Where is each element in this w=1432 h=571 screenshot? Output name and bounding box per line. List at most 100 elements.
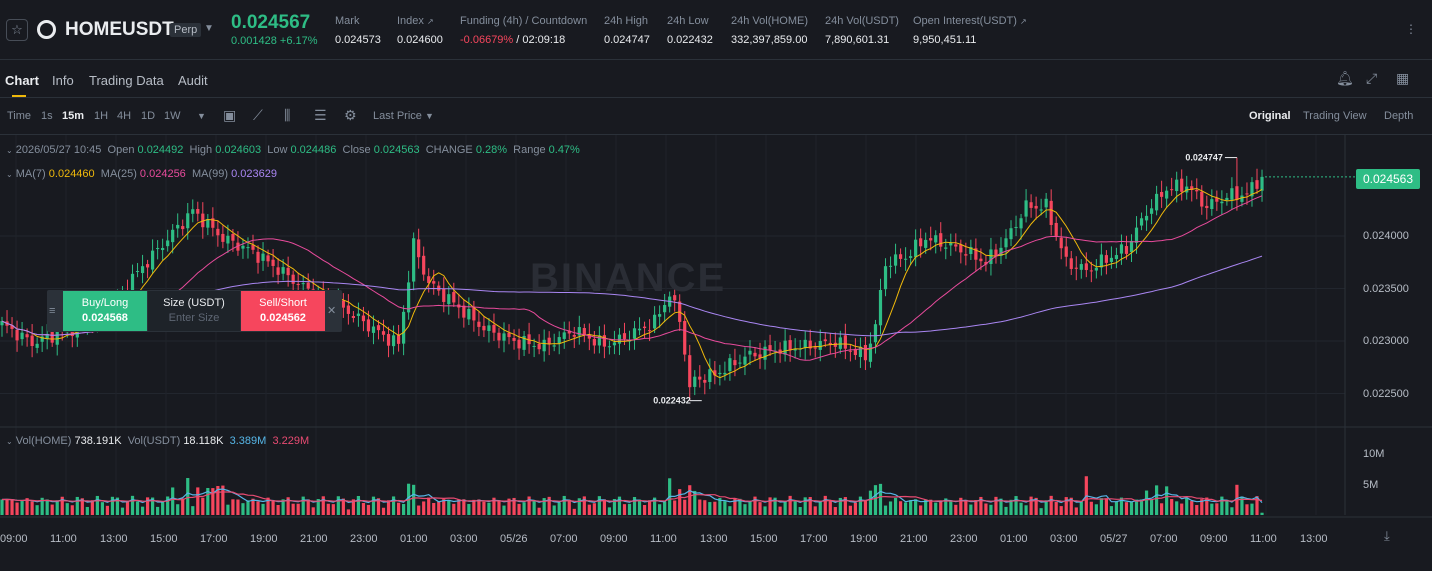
collapse-icon[interactable]: ⌄ [6, 146, 13, 155]
view-trading-view[interactable]: Trading View [1303, 110, 1367, 122]
volume-bar [1175, 501, 1179, 515]
stat-index-label[interactable]: Index ↗ [397, 15, 434, 27]
candle [467, 308, 471, 320]
stat-funding-value: -0.06679% / 02:09:18 [460, 34, 566, 46]
volume-bar [371, 496, 376, 515]
collapse-icon[interactable]: ⌄ [6, 170, 13, 179]
volume-bar [632, 497, 637, 515]
volume-bar [838, 497, 842, 515]
tab-info[interactable]: Info [52, 73, 74, 88]
sell-short-button[interactable]: Sell/Short 0.024562 [241, 291, 325, 331]
candle [999, 247, 1003, 256]
interval-1w[interactable]: 1W [164, 110, 181, 122]
volume-bar [883, 505, 888, 515]
price-chart[interactable]: 0.024747 0.022432 [0, 135, 1432, 550]
stat-24h-vol-usdt-label: 24h Vol(USDT) [825, 15, 899, 27]
stat-open-interest-label[interactable]: Open Interest(USDT) ↗ [913, 15, 1027, 27]
candle [542, 339, 546, 352]
volume-bar [984, 503, 988, 515]
price-tick: 0.023500 [1363, 283, 1409, 295]
ohlc-info-line: ⌄ 2026/05/27 10:45 Open 0.024492 High 0.… [6, 144, 580, 156]
interval-1d[interactable]: 1D [141, 110, 156, 122]
calendar-icon[interactable]: ▣ [223, 107, 237, 123]
volume-bar [1240, 496, 1244, 515]
close-icon[interactable]: ✕ [327, 305, 337, 317]
volume-bar [110, 496, 115, 515]
fullscreen-icon[interactable]: ⤢ [1366, 70, 1378, 86]
ma7-label: MA(7) [15, 168, 46, 180]
alert-bell-icon[interactable]: 🔔︎ [1336, 70, 1354, 86]
interval-4h[interactable]: 4H [117, 110, 132, 122]
volume-bar [482, 501, 486, 515]
volume-bar [617, 496, 622, 515]
interval-dropdown-icon[interactable]: ▼ [197, 111, 206, 121]
favorite-star-icon[interactable]: ☆ [6, 19, 28, 41]
price-source-select[interactable]: Last Price ▼ [373, 110, 434, 122]
candle [537, 343, 541, 350]
interval-15m[interactable]: 15m [62, 110, 85, 122]
candle [653, 314, 657, 329]
view-depth[interactable]: Depth [1384, 110, 1414, 122]
volume-bar [311, 507, 315, 515]
volume-bar [156, 506, 160, 515]
volume-bar [427, 497, 431, 515]
settings-list-icon[interactable]: ☰ [314, 107, 327, 123]
sell-label: Sell/Short [259, 297, 307, 309]
volume-tick: 5M [1363, 479, 1379, 491]
tab-trading-data[interactable]: Trading Data [89, 73, 164, 88]
size-input[interactable] [154, 312, 234, 324]
layout-grid-icon[interactable]: ▦ [1396, 70, 1410, 86]
candle [853, 348, 857, 356]
symbol-title[interactable]: HOMEUSDT [65, 19, 174, 40]
time-label[interactable]: Time [7, 110, 32, 122]
candle [1029, 202, 1033, 208]
volume-bar [291, 503, 295, 515]
candle-type-icon[interactable]: ⫼ [284, 107, 291, 123]
volume-bar [166, 496, 170, 515]
candle [1195, 189, 1199, 192]
interval-1s[interactable]: 1s [41, 110, 53, 122]
ohlc-low-label: Low [267, 144, 288, 156]
volume-tick: 10M [1363, 448, 1385, 460]
volume-bar [547, 496, 551, 515]
more-icon[interactable]: ⋮ [1405, 22, 1418, 36]
candle [271, 259, 275, 266]
candle [964, 254, 968, 256]
candle [0, 321, 4, 326]
collapse-icon[interactable]: ⌄ [6, 437, 13, 446]
tab-audit[interactable]: Audit [178, 73, 208, 88]
candle [984, 261, 988, 265]
candle [221, 233, 225, 242]
candle [20, 332, 24, 340]
view-original[interactable]: Original [1249, 110, 1291, 122]
candle [251, 245, 255, 250]
volume-bar [1144, 490, 1149, 515]
time-tick: 13:00 [700, 533, 728, 545]
volume-bar [683, 499, 687, 515]
candle [1210, 199, 1214, 210]
drag-handle-icon[interactable]: ≡ [49, 305, 56, 317]
buy-long-button[interactable]: Buy/Long 0.024568 [63, 291, 147, 331]
volume-bar [738, 498, 742, 515]
volume-bar [65, 503, 69, 515]
candle [231, 233, 235, 241]
volume-bar [577, 498, 581, 515]
chevron-down-icon[interactable]: ▼ [204, 23, 214, 34]
time-tick: 03:00 [1050, 533, 1078, 545]
volume-bar [637, 499, 642, 515]
indicator-icon[interactable]: ⟋ [253, 107, 263, 123]
candle [873, 324, 878, 343]
candle [1084, 263, 1088, 271]
volume-bar [422, 501, 426, 515]
volume-bar [597, 496, 601, 515]
candle [407, 282, 411, 313]
candle [1129, 240, 1134, 253]
tab-chart[interactable]: Chart [5, 73, 39, 88]
reset-scale-icon[interactable]: ⤓ [1384, 528, 1390, 543]
gear-icon[interactable]: ⚙ [344, 107, 357, 123]
interval-1h[interactable]: 1H [94, 110, 109, 122]
volume-bar [1190, 501, 1194, 515]
volume-bar [964, 499, 968, 515]
stat-funding-label: Funding (4h) / Countdown [460, 15, 588, 27]
candle [658, 314, 662, 317]
